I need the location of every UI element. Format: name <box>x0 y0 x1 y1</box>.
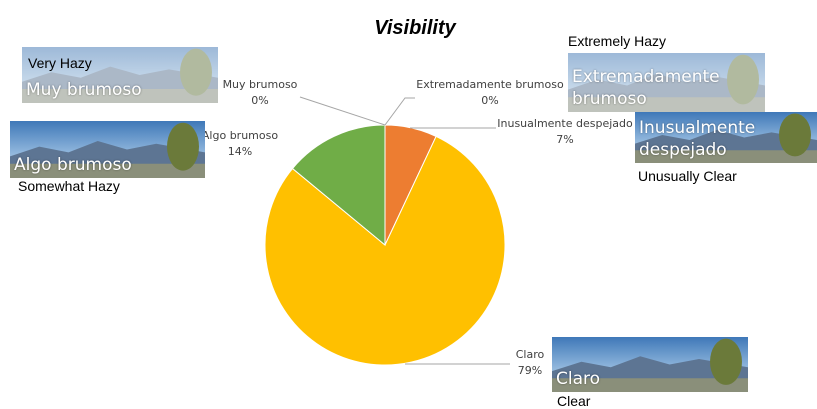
photo-panel: Claro <box>552 337 748 392</box>
photo-label: Claro <box>556 369 601 389</box>
photo <box>552 338 748 392</box>
data-label-value: 14% <box>228 145 252 158</box>
field <box>10 163 205 178</box>
field <box>635 150 817 163</box>
photo-panel: Extremadamente brumoso <box>568 53 765 112</box>
photo-panel: Muy brumoso <box>22 47 218 103</box>
leader-line <box>384 97 415 126</box>
data-label-category: Muy brumoso <box>223 78 298 91</box>
photo-panel: Inusualmente despejado <box>635 112 817 163</box>
chart-title: Visibility <box>374 17 456 39</box>
caption: Unusually Clear <box>638 168 737 184</box>
caption: Somewhat Hazy <box>18 178 120 194</box>
pie-slice <box>291 124 386 247</box>
data-label-category: Claro <box>516 348 545 361</box>
photo-label: Muy brumoso <box>26 80 142 100</box>
pie-slice <box>264 135 506 366</box>
tree <box>167 122 199 171</box>
data-label-value: 79% <box>518 364 542 377</box>
caption: Clear <box>557 393 591 409</box>
haze <box>568 53 765 112</box>
photo-label: Inusualmente despejado <box>639 118 756 160</box>
data-label-category: Inusualmente despejado <box>497 117 633 130</box>
photo <box>635 113 817 163</box>
data-label-category: Extremadamente brumoso <box>416 78 564 91</box>
data-label-value: 0% <box>481 94 498 107</box>
photo-panel: Algo brumoso <box>10 121 205 178</box>
data-label-category: Algo brumoso <box>202 129 278 142</box>
photo-label: Algo brumoso <box>14 155 132 175</box>
data-label-value: 7% <box>556 133 573 146</box>
tree <box>710 338 742 385</box>
caption: Very Hazy <box>28 55 92 71</box>
data-label-value: 0% <box>251 94 268 107</box>
caption: Extremely Hazy <box>568 33 667 49</box>
field <box>552 378 748 392</box>
haze <box>22 47 218 103</box>
leader-line <box>299 96 386 126</box>
photo-label: Extremadamente brumoso <box>572 67 720 109</box>
tree <box>779 113 811 157</box>
photo <box>10 122 205 178</box>
